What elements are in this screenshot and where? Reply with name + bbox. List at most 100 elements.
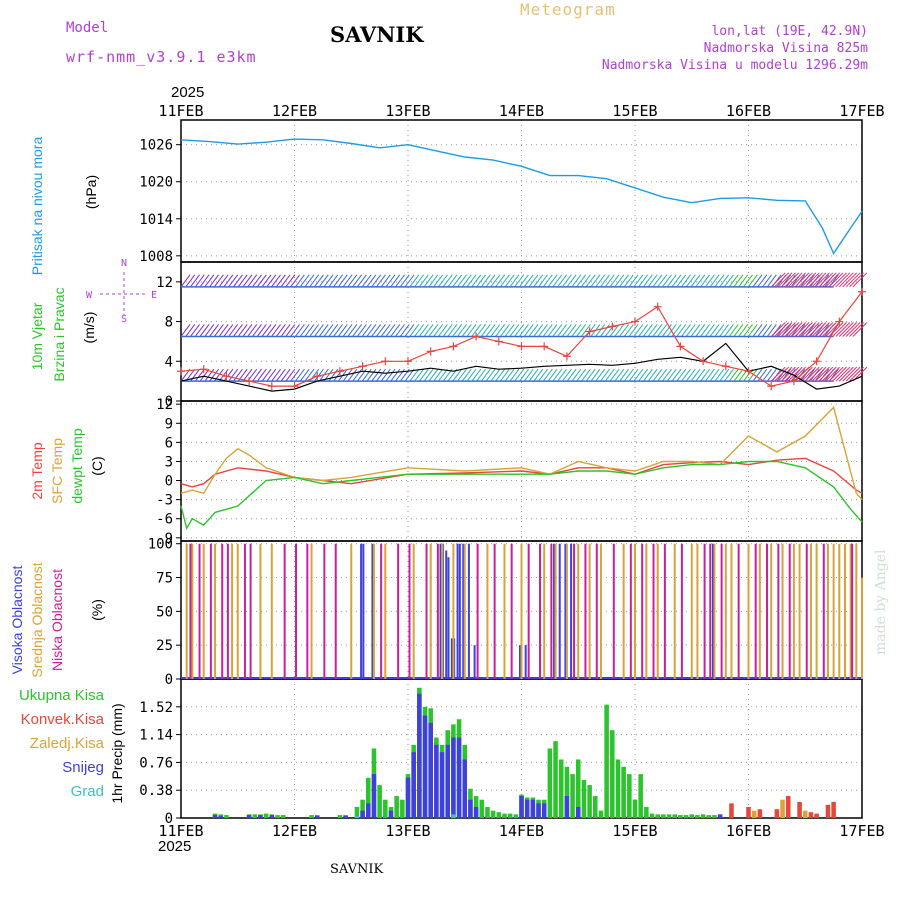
wind-barb xyxy=(233,324,243,337)
wind-barb xyxy=(690,274,701,288)
precip-bar xyxy=(564,796,570,818)
wind-gust-marker xyxy=(245,377,254,386)
compass-e: E xyxy=(151,290,157,301)
wind-barb xyxy=(376,368,386,382)
wind-barb xyxy=(418,274,429,288)
wind-gust-marker xyxy=(404,357,412,366)
precip-bar xyxy=(366,777,371,818)
wind-barb xyxy=(690,324,701,337)
wind-barb xyxy=(404,324,415,337)
wind-barb xyxy=(595,274,606,288)
wind-barb xyxy=(337,274,348,288)
wind-barb xyxy=(490,274,501,288)
precip-legend-item: Zaledj.Kisa xyxy=(30,735,105,752)
wind-barb xyxy=(585,368,596,382)
precip-bar xyxy=(695,815,700,818)
wind-barb xyxy=(371,324,382,337)
wind-barb xyxy=(571,324,582,337)
precip-bar xyxy=(785,796,791,818)
chart-kind-title: Meteogram xyxy=(520,0,616,19)
cloud-ylabel-mid: Srednja Oblacnost xyxy=(29,562,45,677)
temp-line-dewpt-temp xyxy=(180,460,863,531)
tick-label-y: 25 xyxy=(156,638,173,654)
wind-barb xyxy=(533,274,544,288)
model-elevation-label: Nadmorska Visina u modelu 1296.29m xyxy=(601,58,868,73)
tick-label-x-bottom: 14FEB xyxy=(499,822,544,840)
precip-bar xyxy=(445,744,450,818)
precip-legend-item: Grad xyxy=(71,783,104,800)
wind-barb xyxy=(442,324,453,337)
wind-barb xyxy=(557,274,567,288)
wind-unit: (m/s) xyxy=(81,312,97,344)
wind-barb xyxy=(762,274,772,288)
wind-barb xyxy=(228,368,239,382)
wind-barb xyxy=(747,324,758,337)
wind-barb xyxy=(385,324,396,337)
wind-barb xyxy=(304,274,315,288)
wind-barb xyxy=(356,324,367,337)
wind-barb xyxy=(347,274,358,288)
wind-barb xyxy=(466,274,477,288)
tick-label-y: 6 xyxy=(165,435,173,451)
wind-barb xyxy=(642,274,653,288)
wind-barb xyxy=(743,274,753,288)
wind-barb xyxy=(676,324,687,337)
wind-barb xyxy=(832,322,847,337)
tick-label-y: 0 xyxy=(165,474,173,490)
wind-barb xyxy=(818,366,834,382)
wind-barb xyxy=(395,368,405,382)
wind-barb xyxy=(787,366,803,382)
wind-barb xyxy=(604,368,615,382)
precip-bar xyxy=(462,759,468,818)
wind-barb xyxy=(452,274,463,288)
wind-barb xyxy=(700,274,711,288)
wind-barb xyxy=(747,274,758,288)
wind-barb xyxy=(647,274,658,288)
wind-gust-marker xyxy=(585,327,594,336)
wind-barb xyxy=(600,274,610,288)
precip-bar xyxy=(802,810,808,818)
wind-barb xyxy=(499,368,510,382)
wind-barb xyxy=(194,324,205,337)
precip-bar xyxy=(513,814,519,818)
cloud-ylabel-high: Visoka Oblacnost xyxy=(9,566,25,675)
wind-barb xyxy=(223,274,234,288)
wind-barb xyxy=(576,368,587,382)
wind-barb xyxy=(213,324,224,337)
wind-barb xyxy=(801,322,817,337)
wind-gust-marker xyxy=(562,352,571,361)
wind-barb xyxy=(190,274,200,288)
compass-n: N xyxy=(121,258,127,269)
wind-barb xyxy=(414,368,424,382)
wind-barb xyxy=(476,324,486,337)
precip-bar xyxy=(377,785,382,818)
wind-gust-marker xyxy=(267,382,276,391)
wind-barb xyxy=(623,368,634,382)
pressure-ylabel: Pritisak na nivou mora xyxy=(29,137,45,276)
wind-barb xyxy=(361,324,372,337)
wind-barb xyxy=(252,274,262,288)
compass-w: W xyxy=(86,290,93,301)
tick-label-y: 9 xyxy=(165,416,173,432)
wind-barb xyxy=(642,324,653,337)
wind-barb xyxy=(662,274,672,288)
precip-legend-item: Konvek.Kisa xyxy=(21,711,105,728)
precip-bar xyxy=(439,752,445,818)
wind-barb xyxy=(237,274,248,288)
wind-barb xyxy=(447,274,458,288)
wind-barb xyxy=(623,324,634,337)
wind-barb xyxy=(542,274,553,288)
wind-barb xyxy=(728,274,739,288)
wind-barb xyxy=(376,324,386,337)
precip-bar xyxy=(263,813,269,818)
precip-bar xyxy=(797,801,802,818)
wind-barb xyxy=(442,274,453,288)
wind-barb xyxy=(852,272,868,288)
wind-barb xyxy=(561,324,572,337)
wind-barb xyxy=(318,324,329,337)
wind-barb xyxy=(275,274,286,288)
tick-label-y: -3 xyxy=(156,493,173,509)
wind-barb xyxy=(476,368,486,382)
wind-barb xyxy=(808,272,824,288)
precip-bar xyxy=(473,807,479,818)
